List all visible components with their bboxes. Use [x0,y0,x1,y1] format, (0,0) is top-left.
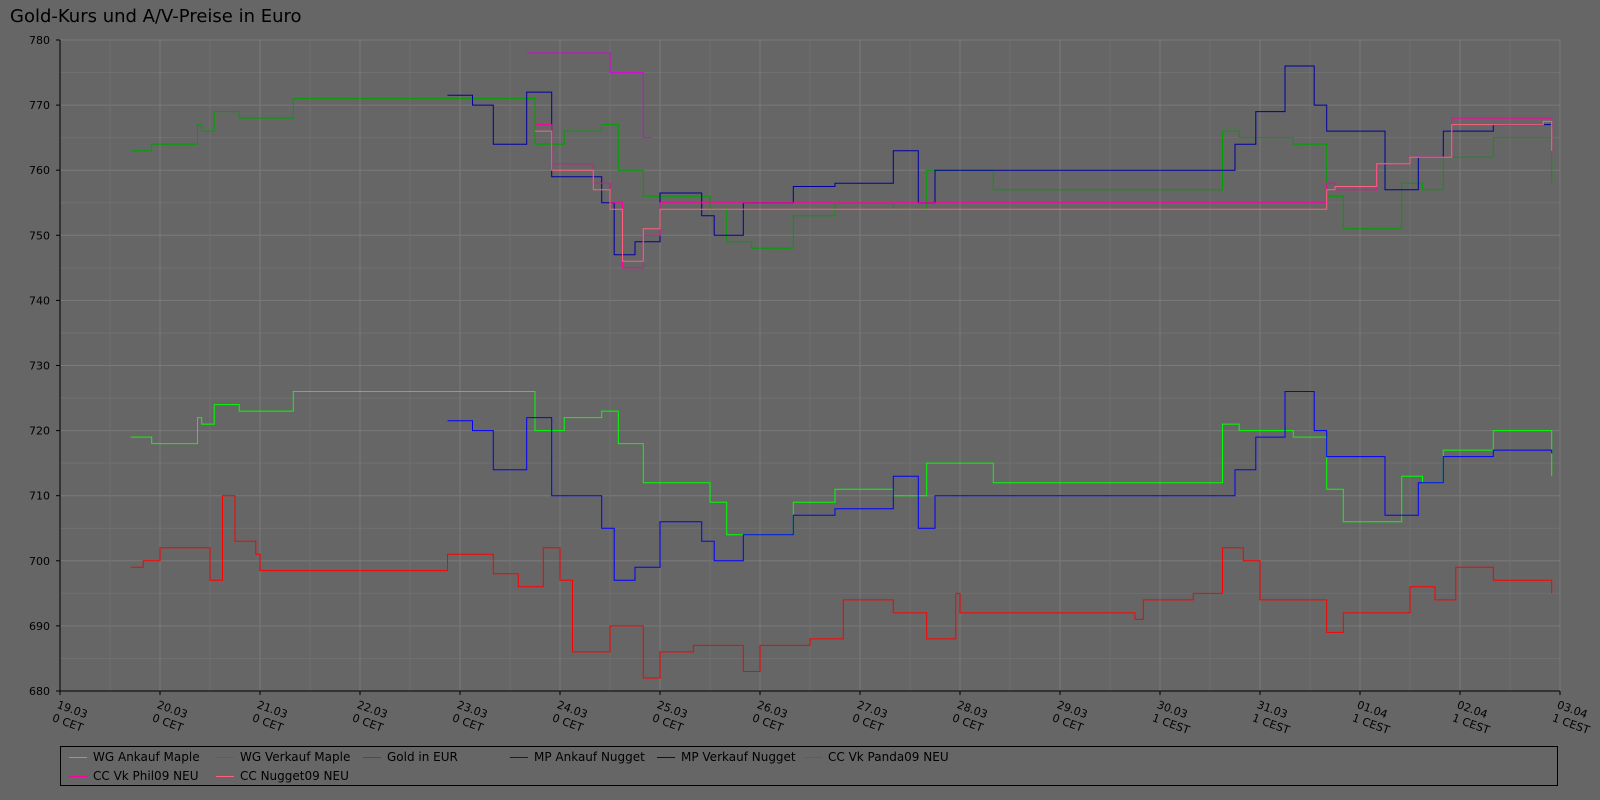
legend-label: WG Verkauf Maple [240,750,351,764]
grid [59,39,1561,692]
y-tick-label: 740 [29,294,50,307]
x-tick-label: 23.030 CET [450,698,489,734]
y-tick-label: 700 [29,555,50,568]
legend-entry: CC Vk Panda09 NEU [804,750,949,764]
x-tick-label: 19.030 CET [50,698,89,734]
legend-swatch [510,756,528,758]
x-tick-label: 21.030 CET [250,698,289,734]
legend-entry: CC Vk Phil09 NEU [69,769,198,783]
y-tick-label: 690 [29,620,50,633]
legend-entry: MP Ankauf Nugget [510,750,645,764]
legend-entry: Gold in EUR [363,750,458,764]
legend-swatch [363,756,381,758]
series-line [447,65,1553,256]
x-tick-label: 25.030 CET [650,698,689,734]
series-lines [130,52,1553,679]
legend-swatch [804,756,822,758]
series-line [535,120,1553,262]
legend: WG Ankauf Maple WG Verkauf Maple Gold in E… [60,746,1558,786]
chart-plot: 680 690 700 710 720 730 740 750 760 770 780 19.030 … [29,34,1596,737]
legend-label: CC Nugget09 NEU [240,769,349,783]
x-tick-label: 01.041 CEST [1350,698,1396,737]
legend-swatch [216,775,234,777]
legend-label: CC Vk Panda09 NEU [828,750,949,764]
y-tick-label: 750 [29,229,50,242]
legend-label: Gold in EUR [387,750,458,764]
legend-label: MP Verkauf Nugget [681,750,796,764]
series-line [526,52,652,139]
x-tick-label: 24.030 CET [550,698,589,734]
legend-entry: CC Nugget09 NEU [216,769,349,783]
x-tick-label: 31.031 CEST [1250,698,1296,737]
legend-label: MP Ankauf Nugget [534,750,645,764]
x-tick-label: 20.030 CET [150,698,189,734]
legend-entry: WG Verkauf Maple [216,750,350,764]
legend-entry: MP Verkauf Nugget [657,750,796,764]
series-line [447,391,1553,581]
x-tick-label: 30.031 CEST [1150,698,1196,737]
legend-label: WG Ankauf Maple [93,750,200,764]
legend-swatch [69,756,87,758]
y-tick-label: 710 [29,490,50,503]
y-tick-label: 720 [29,425,50,438]
x-tick-label: 27.030 CET [850,698,889,734]
series-line [130,495,1553,679]
legend-swatch [657,756,675,758]
y-tick-label: 680 [29,685,50,698]
series-line [130,98,1553,249]
y-tick-label: 770 [29,99,50,112]
chart-title: Gold-Kurs und A/V-Preise in Euro [10,6,302,27]
y-tick-label: 760 [29,164,50,177]
x-tick-label: 22.030 CET [350,698,389,734]
y-tick-label: 730 [29,360,50,373]
legend-swatch [216,756,234,758]
x-tick-label: 26.030 CET [750,698,789,734]
x-tick-label: 02.041 CEST [1450,698,1496,737]
legend-swatch [69,775,87,777]
legend-entry: WG Ankauf Maple [69,750,200,764]
y-tick-label: 780 [29,34,50,47]
x-tick-label: 29.030 CET [1050,698,1089,734]
x-tick-label: 03.041 CEST [1550,698,1596,737]
x-tick-label: 28.030 CET [950,698,989,734]
legend-label: CC Vk Phil09 NEU [93,769,199,783]
